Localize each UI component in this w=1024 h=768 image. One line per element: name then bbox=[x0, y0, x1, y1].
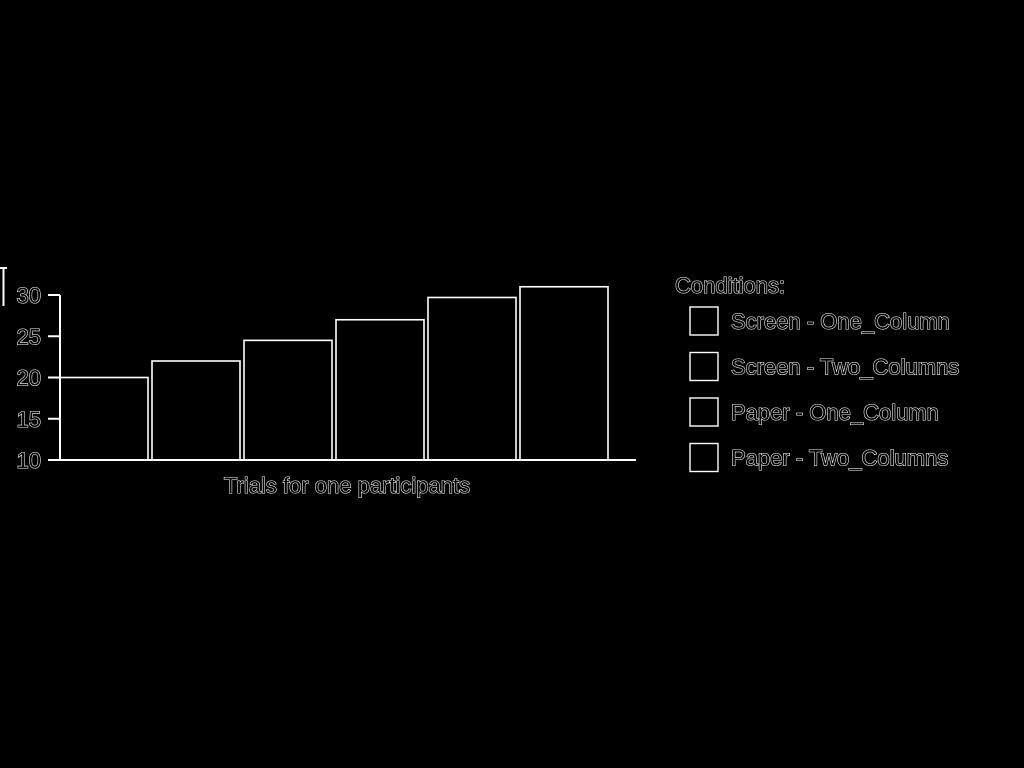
legend-label: Paper - One_Column bbox=[731, 400, 939, 425]
y-tick-label: 25 bbox=[17, 324, 41, 349]
bar bbox=[428, 297, 516, 460]
x-axis-label: Trials for one participants bbox=[224, 473, 470, 498]
y-ticks-layer: 10 15 20 25 30 bbox=[17, 283, 60, 473]
cursor-icon bbox=[0, 268, 7, 306]
legend-label: Screen - One_Column bbox=[731, 309, 950, 334]
bar bbox=[520, 287, 608, 460]
y-tick-label: 15 bbox=[17, 407, 41, 432]
bar bbox=[244, 340, 332, 460]
legend-items: Screen - One_Column Screen - Two_Columns P… bbox=[690, 307, 959, 472]
bars-layer bbox=[60, 287, 608, 460]
legend-label: Paper - Two_Columns bbox=[731, 446, 948, 471]
y-tick-label: 20 bbox=[17, 366, 41, 391]
bar bbox=[336, 320, 424, 460]
y-tick-label: 10 bbox=[17, 448, 41, 473]
bar bbox=[60, 378, 148, 461]
bar bbox=[152, 361, 240, 460]
legend-swatch bbox=[690, 307, 718, 335]
legend-title: Conditions: bbox=[675, 273, 785, 298]
legend-swatch bbox=[690, 444, 718, 472]
legend-swatch bbox=[690, 398, 718, 426]
legend-label: Screen - Two_Columns bbox=[731, 355, 959, 380]
y-tick-label: 30 bbox=[17, 283, 41, 308]
legend-swatch bbox=[690, 353, 718, 381]
